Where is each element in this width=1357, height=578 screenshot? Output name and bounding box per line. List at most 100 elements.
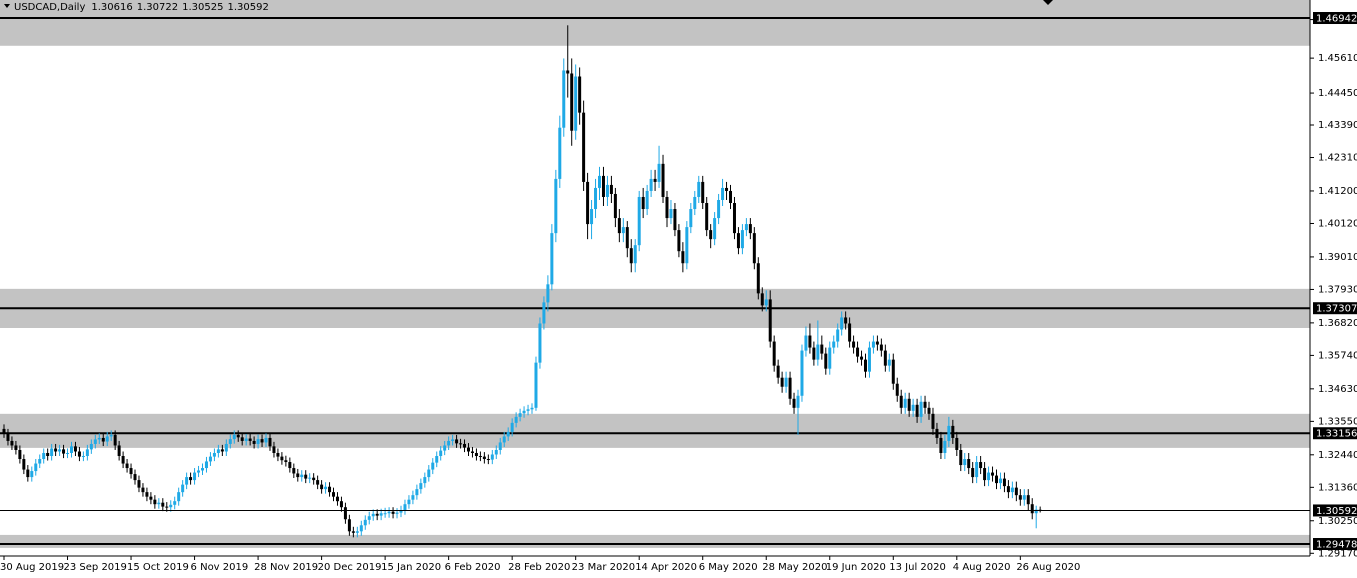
last-open: 1.30616 [91, 2, 132, 13]
candle-body [502, 436, 506, 443]
candle-body [320, 484, 324, 490]
candle-body [77, 451, 81, 457]
candle-body [447, 440, 451, 446]
x-tick-label: 4 Aug 2020 [953, 562, 1011, 573]
candle-body [816, 344, 820, 360]
candle-body [740, 230, 744, 249]
chart-header: USDCAD,Daily 1.30616 1.30722 1.30525 1.30592 [14, 2, 269, 13]
x-tick-label: 6 Feb 2020 [445, 562, 501, 573]
candle-body [756, 263, 760, 294]
candle-body [463, 443, 467, 448]
menu-arrow[interactable] [4, 4, 10, 8]
candle-body [840, 317, 844, 330]
candle-body [780, 377, 784, 387]
candle-body [1034, 509, 1038, 514]
y-tick-label: 1.29170 [1318, 548, 1357, 559]
candle-body [685, 227, 689, 264]
candle-body [963, 459, 967, 466]
candle-body [991, 472, 995, 476]
candle-body [312, 477, 316, 481]
candle-body [296, 473, 300, 478]
candle-body [645, 190, 649, 210]
candle-body [73, 446, 77, 452]
candle-body [204, 461, 208, 469]
candle-body [717, 199, 721, 219]
candle-body [760, 293, 764, 306]
candle-body [339, 501, 343, 508]
candle-body [899, 395, 903, 408]
candle-body [828, 347, 832, 369]
candle-body [657, 163, 661, 182]
candle-body [415, 489, 419, 496]
candle-body [133, 474, 137, 481]
candle-body [661, 163, 665, 197]
candle-body [335, 496, 339, 502]
candle-body [379, 513, 383, 516]
candle-body [546, 284, 550, 303]
x-tick-label: 28 May 2020 [762, 562, 827, 573]
candle-body [328, 486, 332, 493]
candle-body [510, 422, 514, 432]
candle-body [852, 341, 856, 348]
candle-body [264, 437, 268, 443]
candle-body [796, 395, 800, 408]
level-label: 1.46942 [1316, 14, 1357, 25]
candle-body [665, 196, 669, 219]
candle-body [62, 449, 66, 454]
candle-body [260, 439, 264, 443]
candle-body [10, 440, 14, 446]
candle-body [558, 127, 562, 179]
candle-body [157, 502, 161, 505]
candle-body [983, 468, 987, 481]
candle-body [181, 484, 185, 493]
candle-body [677, 230, 681, 252]
candle-body [617, 218, 621, 234]
candle-body [288, 462, 292, 469]
candle-body [562, 70, 566, 128]
candle-body [129, 468, 133, 475]
candle-body [971, 468, 975, 478]
candle-body [431, 462, 435, 470]
candle-body [903, 398, 907, 408]
level-label: 1.33156 [1316, 429, 1357, 440]
candle-body [169, 504, 173, 508]
candle-body [836, 329, 840, 342]
candle-body [252, 440, 256, 444]
level-label: 1.29478 [1316, 540, 1357, 551]
candle-body [276, 452, 280, 457]
candle-body [764, 299, 768, 306]
candle-body [26, 469, 30, 478]
candle-body [145, 492, 149, 497]
candle-body [316, 480, 320, 485]
candle-body [81, 456, 85, 458]
candle-body [943, 440, 947, 453]
candle-body [216, 449, 220, 453]
candle-body [236, 434, 240, 438]
candle-body [875, 341, 879, 345]
candle-body [919, 401, 923, 417]
candle-body [856, 347, 860, 357]
candle-body [891, 359, 895, 384]
candle-body [482, 456, 486, 460]
candle-body [359, 525, 363, 532]
candle-body [629, 248, 633, 264]
candle-body [987, 472, 991, 481]
x-tick-label: 26 Aug 2020 [1016, 562, 1080, 573]
candle-body [54, 448, 58, 452]
candle-body [355, 531, 359, 533]
candle-body [907, 398, 911, 411]
candle-body [998, 478, 1002, 484]
candle-body [923, 401, 927, 408]
candle-body [732, 203, 736, 234]
candle-body [959, 449, 963, 466]
candle-body [14, 445, 18, 450]
candle-body [351, 531, 355, 533]
candle-body [820, 344, 824, 354]
candle-body [30, 471, 34, 478]
candle-body [967, 459, 971, 469]
candle-body [383, 513, 387, 515]
candle-body [466, 447, 470, 452]
y-tick-label: 1.41200 [1318, 186, 1357, 197]
candle-body [736, 233, 740, 249]
candle-body [1022, 495, 1026, 500]
